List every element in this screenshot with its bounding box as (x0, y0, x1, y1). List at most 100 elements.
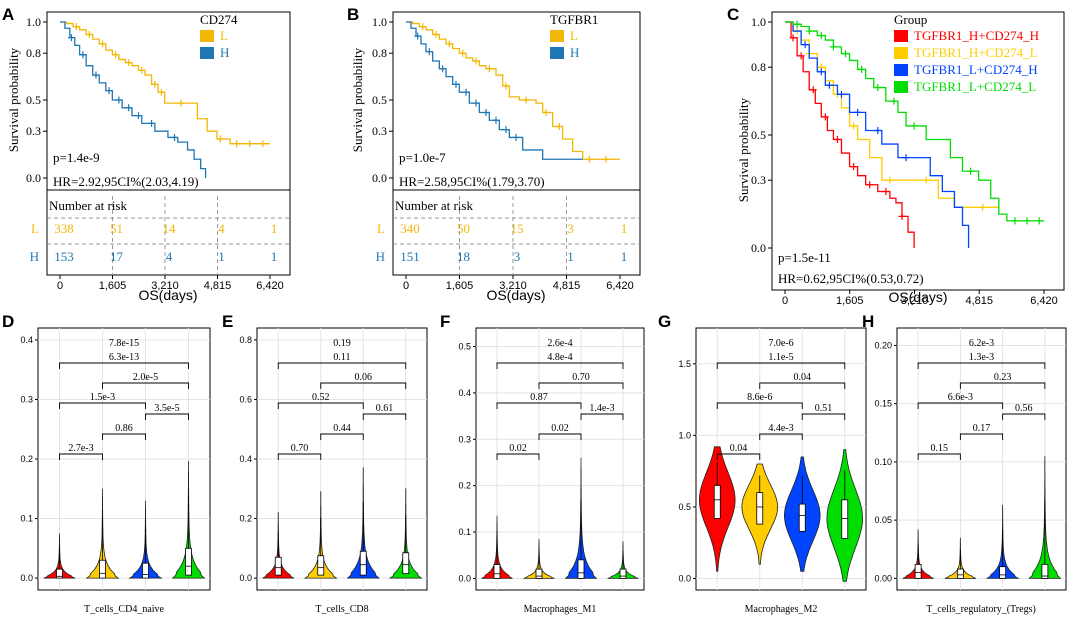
risk-count: 1 (271, 249, 278, 264)
comparison-pvalue-overall: 7.8e-15 (109, 338, 139, 349)
x-tick-label: 3,210 (499, 280, 527, 292)
box-TGFBR1_H+CD274_L (956, 568, 964, 579)
y-tick-label: 0.3 (751, 173, 766, 187)
comparison-bracket (759, 382, 846, 389)
y-tick-label: 0.0 (751, 241, 766, 255)
y-tick-label: 1.0 (372, 15, 387, 29)
comparison-bracket (320, 382, 407, 389)
y-tick-label: 0.05 (874, 515, 892, 525)
censor-mark (1011, 217, 1019, 225)
censor-mark (459, 49, 467, 57)
censor-mark (419, 23, 427, 31)
comparison-pvalue: 0.15 (931, 443, 949, 454)
x-tick-label: 6,420 (1030, 295, 1058, 307)
legend-swatch-L (200, 30, 214, 42)
censor-mark (522, 96, 530, 104)
comparison-bracket (917, 402, 1004, 409)
comparison-pvalue: 4.8e-4 (547, 352, 572, 363)
comparison-pvalue: 2.0e-5 (133, 372, 158, 383)
y-tick-label: 0.20 (874, 340, 892, 350)
censor-mark (910, 122, 918, 130)
censor-mark (555, 123, 563, 131)
legend-swatch-H (550, 47, 564, 59)
y-axis-label: Survival probability (736, 97, 751, 202)
comparison-pvalue: 0.04 (794, 372, 812, 383)
comparison-pvalue: 2.7e-3 (68, 443, 93, 454)
censor-mark (125, 59, 133, 67)
censor-mark (472, 57, 480, 65)
risk-count: 4 (218, 221, 225, 236)
comparison-pvalue: 0.70 (291, 443, 309, 454)
censor-mark (902, 154, 910, 162)
x-tick-label: 6,420 (256, 280, 284, 292)
comparison-pvalue: 0.56 (1015, 403, 1033, 414)
x-tick-label: 0 (403, 280, 409, 292)
comparison-bracket (59, 402, 146, 409)
box-TGFBR1_H+CD274_H (56, 568, 63, 579)
censor-mark (793, 20, 801, 28)
comparison-bracket (801, 413, 846, 420)
km-panel-B: B 0.0 0.3 0.5 0.8 1.0 Survival probability TGFB… (347, 5, 641, 303)
box-TGFBR1_L+CD274_H (999, 566, 1007, 579)
legend-title: CD274 (200, 12, 238, 27)
panel-label: B (347, 5, 359, 24)
comparison-pvalue: 0.70 (572, 372, 590, 383)
x-axis-label: OS(days) (138, 287, 197, 303)
y-tick-label: 0.8 (26, 46, 41, 60)
y-tick-label: 0.2 (458, 481, 471, 491)
censor-mark (850, 122, 858, 130)
violin-title: Macrophages_M1 (524, 604, 597, 615)
censor-mark (585, 155, 593, 163)
km-panel-A: A 0.0 0.3 0.5 0.8 1.0 Survival probability CD27… (2, 5, 291, 303)
plot-frame (896, 327, 1067, 591)
box-TGFBR1_H+CD274_L (535, 568, 543, 579)
censor-mark (809, 86, 817, 94)
risk-count: 4 (166, 249, 173, 264)
comparison-pvalue: 1.1e-5 (768, 352, 793, 363)
hazard-ratio: HR=2.58,95CI%(1.79,3.70) (399, 174, 545, 189)
y-tick-label: 1.0 (26, 15, 41, 29)
y-tick-label: 0.5 (26, 93, 41, 107)
censor-mark (979, 203, 987, 211)
violin-panel-F: F 0.0 0.1 0.2 0.3 0.4 0.5 0.02 0.02 1.4e-3 0.87 0.7… (440, 312, 645, 615)
censor-mark (72, 23, 80, 31)
y-tick-label: 0.1 (20, 514, 33, 524)
plot-frame (475, 327, 645, 591)
legend-label-L: L (570, 28, 578, 43)
comparison-pvalue-overall: 2.6e-4 (547, 338, 572, 349)
risk-count: 1 (271, 221, 278, 236)
risk-row-label-H: H (30, 249, 39, 264)
comparison-bracket (59, 362, 189, 369)
hazard-ratio: HR=2.92,95CI%(2.03,4.19) (53, 174, 199, 189)
comparison-bracket (716, 402, 803, 409)
y-axis-label: Survival probability (350, 47, 365, 152)
p-value: p=1.4e-9 (53, 150, 100, 165)
x-tick-label: 0 (57, 280, 63, 292)
km-curve-TGFBR1_L+CD274_H (785, 21, 970, 248)
comparison-pvalue: 0.17 (973, 423, 991, 434)
panel-label: A (2, 5, 14, 24)
comparison-pvalue: 0.02 (551, 423, 569, 434)
comparison-bracket (580, 413, 624, 420)
censor-mark (125, 104, 133, 112)
comparison-pvalue: 0.02 (509, 443, 527, 454)
y-tick-label: 0.0 (239, 573, 252, 583)
comparison-pvalue: 0.51 (815, 403, 833, 414)
risk-row-label-L: L (31, 221, 39, 236)
risk-count: 14 (163, 221, 177, 236)
x-tick-label: 4,815 (553, 280, 581, 292)
risk-table-frame (46, 189, 291, 276)
y-tick-label: 0.5 (458, 342, 471, 352)
comparison-bracket (277, 453, 322, 460)
x-tick-label: 4,815 (965, 295, 993, 307)
censor-mark (854, 108, 862, 116)
censor-mark (472, 99, 480, 107)
comparison-pvalue: 0.11 (333, 352, 350, 363)
comparison-pvalue: 0.06 (355, 372, 373, 383)
y-tick-label: 1.5 (678, 359, 691, 369)
censor-mark (817, 68, 825, 76)
censor-mark (821, 113, 829, 121)
censor-mark (425, 48, 433, 56)
censor-mark (115, 96, 123, 104)
